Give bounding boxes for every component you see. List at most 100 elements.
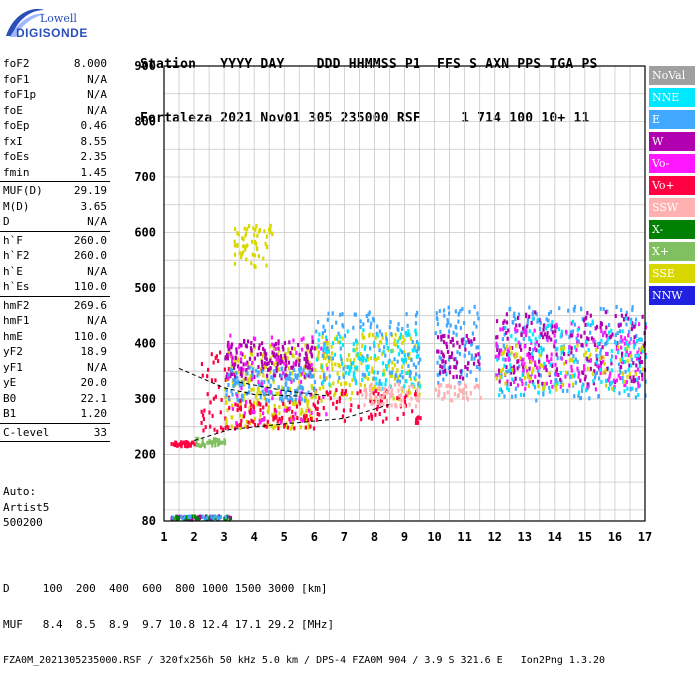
echo-point [227,372,231,377]
echo-point [407,369,411,374]
echo-point [396,396,399,401]
echo-point [275,352,278,357]
echo-point [438,390,441,395]
echo-point [388,385,391,390]
echo-point [436,335,440,340]
echo-point [224,416,227,421]
echo-point [610,354,614,359]
echo-point [459,326,462,331]
echo-point [241,250,245,255]
echo-point [212,396,215,401]
echo-point [233,362,237,367]
echo-point [253,422,257,427]
echo-point [388,325,391,330]
echo-point [328,382,331,387]
legend-item: X+ [649,242,695,264]
echo-point [452,343,455,348]
echo-point [273,412,276,417]
echo-point [621,376,624,381]
echo-point [370,321,373,326]
echo-point [279,396,282,401]
echo-point [384,332,387,337]
echo-point [296,388,299,393]
echo-point [390,332,393,337]
echo-point [299,425,303,430]
legend-item: NNW [649,286,695,308]
echo-point [531,312,534,317]
echo-point [269,358,272,363]
echo-point [240,418,243,423]
echo-point [543,365,546,370]
echo-point [624,383,627,388]
echo-point [513,368,516,373]
echo-point [460,372,463,377]
echo-point [345,392,349,397]
echo-point [218,516,221,521]
echo-point [260,381,263,386]
echo-point [215,354,218,359]
echo-point [281,415,284,420]
echo-point [630,378,633,383]
echo-point [244,403,247,408]
echo-point [300,417,303,422]
echo-point [210,378,214,383]
echo-point [363,346,366,351]
echo-point [601,333,605,338]
echo-point [555,352,558,357]
echo-point [458,387,461,392]
echo-point [528,379,531,384]
echo-point [240,386,243,391]
echo-point [235,347,238,352]
echo-point [219,350,222,355]
echo-point [305,359,308,364]
echo-point [628,340,631,345]
echo-point [607,330,611,335]
echo-point [264,387,267,392]
echo-point [210,352,213,357]
echo-point [559,384,562,389]
echo-point [505,369,508,374]
echo-point [551,324,554,329]
echo-point [555,387,558,392]
echo-point [224,356,227,361]
echo-point [247,420,250,425]
echo-point [416,310,419,315]
echo-point [320,346,323,351]
echo-point [305,392,308,397]
echo-point [241,371,244,376]
echo-point [447,311,451,316]
echo-point [382,368,385,373]
param-row: h`F 260.0 [0,233,110,249]
param-group-virtual-heights: h`F 260.0 h`F2 260.0 h`E N/A h`Es 110.0 [0,233,110,295]
echo-point [197,443,200,448]
echo-point [473,356,476,361]
echo-point [391,348,395,353]
echo-point [373,343,376,348]
echo-point [399,403,402,408]
echo-point [304,425,307,430]
echo-point [272,379,275,384]
echo-point [323,372,326,377]
echo-point [310,410,313,415]
echo-point [312,374,315,379]
echo-point [641,314,644,319]
echo-point [377,356,380,361]
echo-point [223,441,227,446]
echo-point [267,398,271,403]
echo-point [634,317,638,322]
echo-point [608,374,611,379]
echo-point [397,382,401,387]
echo-point [280,366,283,371]
echo-point [603,361,606,366]
echo-point [597,394,600,399]
echo-point [540,348,543,353]
echo-point [245,419,248,424]
echo-point [545,368,548,373]
echo-point [636,350,639,355]
param-label: yF2 [3,345,23,358]
echo-point [352,325,355,330]
legend-item: SSE [649,264,695,286]
echo-point [376,404,379,409]
echo-point [599,347,602,352]
echo-point [327,311,330,316]
